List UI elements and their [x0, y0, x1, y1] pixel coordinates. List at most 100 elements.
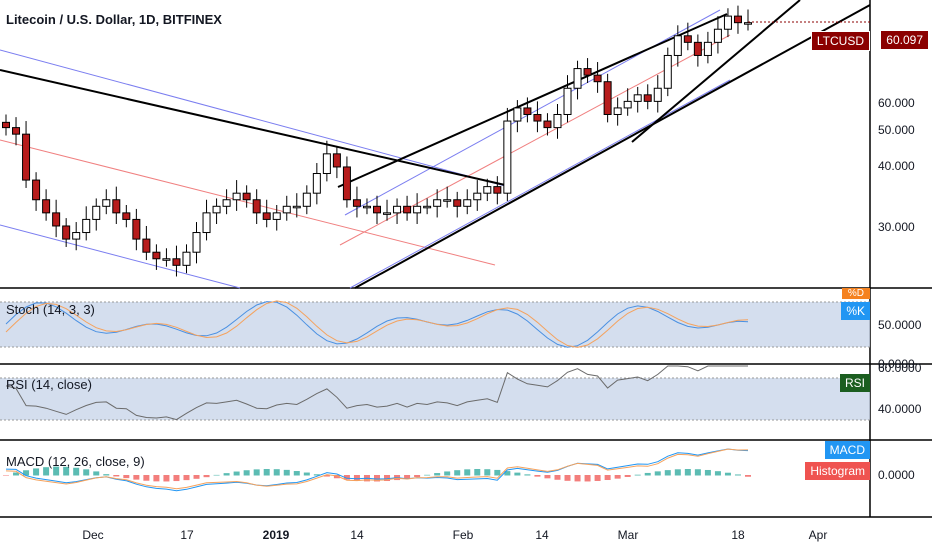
rising-wedge-lower [354, 4, 871, 289]
candle-body [563, 87, 572, 115]
candle-body [733, 15, 742, 24]
macd-histogram-bar [223, 473, 230, 476]
macd-histogram-bar [504, 471, 511, 476]
macd-tag: MACD [824, 441, 870, 459]
candle-body [593, 74, 602, 83]
macd-histogram-bar [193, 475, 200, 479]
macd-histogram-bar [23, 470, 30, 476]
last-price-tag: 60.097 [881, 31, 928, 49]
candle-body [332, 153, 341, 168]
chart-title: Litecoin / U.S. Dollar, 1D, BITFINEX [6, 12, 222, 27]
macd-histogram-bar [263, 469, 270, 476]
stoch-d-line [5, 300, 749, 348]
macd-histogram-bar [173, 475, 180, 482]
candle-body [12, 127, 21, 135]
rise-channel-lower-blue [349, 79, 731, 289]
candle-body [222, 199, 231, 207]
x-tick-mar: Mar [617, 528, 639, 542]
macd-histogram-bar [73, 467, 80, 476]
candle-body [32, 179, 41, 201]
candle-body [603, 81, 612, 115]
candle-body [623, 100, 632, 109]
candle-body [312, 173, 321, 194]
macd-histogram-bar [133, 475, 140, 480]
stoch-tick-50: 50.0000 [878, 318, 922, 332]
y-tick-60: 60.000 [878, 96, 915, 110]
macd-histogram-bar [253, 469, 260, 476]
macd-histogram-bar [43, 467, 50, 476]
macd-histogram-bar [123, 475, 130, 479]
x-tick-feb: Feb [452, 528, 474, 542]
channel-upper-blue [0, 49, 506, 187]
macd-histogram-bar [183, 475, 190, 481]
candle-body [573, 68, 582, 89]
macd-histogram-bar [594, 475, 601, 481]
macd-histogram-bar [303, 472, 310, 476]
x-tick-14a: 14 [350, 528, 364, 542]
macd-histogram-bar [384, 475, 391, 482]
candle-body [82, 218, 91, 234]
candle-body [92, 205, 101, 220]
candle-body [553, 113, 562, 129]
macd-histogram-bar [233, 471, 240, 476]
candle-body [653, 87, 662, 102]
candle-body [463, 199, 472, 207]
x-tick-18: 18 [731, 528, 745, 542]
candle-body [72, 232, 81, 240]
candle-body [142, 238, 151, 253]
candle-body [132, 218, 141, 240]
macd-histogram-bar [514, 472, 521, 476]
macd-title: MACD (12, 26, close, 9) [6, 454, 145, 469]
candle-body [192, 232, 201, 253]
candle-body [373, 205, 381, 214]
rising-wedge-upper [337, 13, 728, 188]
macd-histogram-bar [684, 469, 691, 476]
rsi-title: RSI (14, close) [6, 377, 92, 392]
candle-body [102, 199, 111, 207]
macd-histogram-bar [734, 474, 741, 476]
candle-body [443, 199, 452, 202]
candle-body [633, 94, 642, 102]
candle-body [473, 192, 482, 201]
candle-body [543, 120, 552, 129]
macd-histogram-bar [745, 475, 751, 477]
macd-histogram-bar [654, 471, 661, 476]
y-tick-40: 40.000 [878, 159, 915, 173]
stoch-tick-0: 0.0000 [878, 357, 915, 371]
macd-histogram-bar [704, 469, 711, 476]
x-tick-dec: Dec [82, 528, 104, 542]
candle-body [272, 212, 281, 220]
macd-histogram-bar [664, 470, 671, 476]
macd-histogram-bar [424, 474, 431, 476]
candle-body [282, 205, 291, 214]
candle-body [613, 107, 622, 115]
macd-histogram-bar [574, 475, 581, 482]
macd-histogram-bar [343, 475, 350, 480]
macd-histogram-bar [464, 469, 471, 476]
candle-body [703, 41, 712, 56]
macd-histogram-bar [674, 469, 681, 476]
x-tick-apr: Apr [808, 528, 828, 542]
candle-body [433, 199, 442, 207]
candle-body [302, 192, 311, 207]
macd-histogram-bar [474, 469, 481, 476]
candle-body [352, 199, 361, 207]
candle-body [493, 186, 502, 194]
macd-histogram-bar [714, 471, 721, 476]
downtrend-line [0, 69, 506, 186]
y-tick-30: 30.000 [878, 220, 915, 234]
macd-histogram-bar [163, 475, 170, 482]
candle-body [713, 28, 722, 43]
candle-body [583, 68, 592, 76]
x-tick-14b: 14 [535, 528, 549, 542]
candle-body [403, 205, 412, 214]
macd-histogram-bar [554, 475, 561, 480]
macd-histogram-bar [63, 466, 70, 476]
macd-histogram-bar [694, 469, 701, 476]
candle-body [212, 205, 221, 214]
candle-body [252, 199, 261, 214]
candle-body [423, 205, 432, 209]
candle-body [172, 258, 181, 266]
candle-body [322, 153, 331, 175]
macd-histogram-bar [454, 470, 461, 476]
